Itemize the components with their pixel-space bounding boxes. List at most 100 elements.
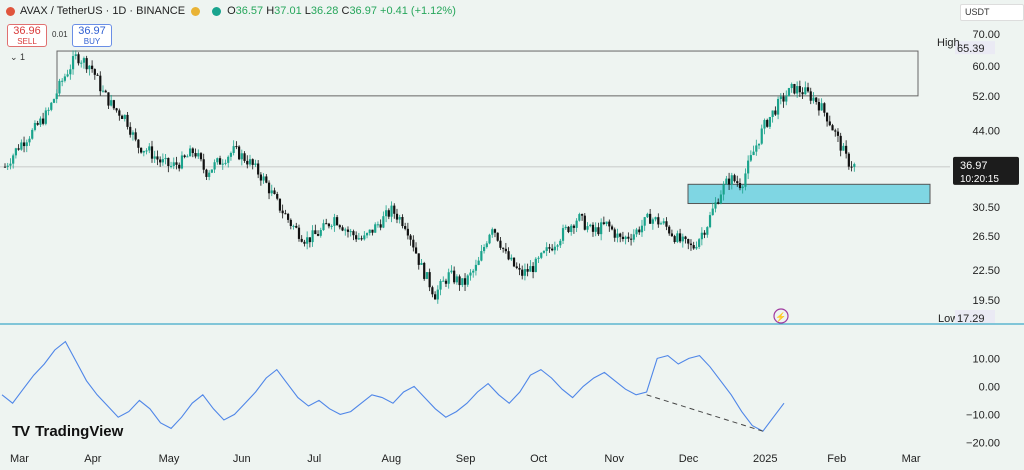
candle-body [806,87,810,92]
candle-body [224,162,227,164]
candle-body [107,92,110,106]
candle-body [447,272,450,284]
candle-body [619,233,622,237]
candle-body [384,210,388,217]
candle-body [681,236,684,242]
divergence-line [646,394,764,432]
candle-body [632,234,635,240]
candle-body [469,272,472,276]
candle-body [287,213,290,220]
candle-body [831,125,834,131]
candle-body [836,131,840,136]
candle-body [518,267,521,270]
candle-body [319,230,322,236]
candle-body [311,230,314,243]
candle-body [488,234,491,244]
candle-body [782,96,785,102]
candle-body [629,238,633,240]
candle-body [270,190,273,194]
candle-body [850,166,853,168]
candle-body [39,118,42,125]
candle-body [597,227,600,235]
candle-body [148,146,151,151]
candle-body [444,280,448,284]
candle-body [442,280,445,282]
indicator-toggle[interactable]: ⌄ 1 [10,52,26,62]
candle-body [194,153,197,157]
candle-body [466,275,469,285]
candle-body [842,145,845,151]
market-status-icon [191,6,201,16]
candle-body [183,155,186,158]
candle-body [640,225,644,233]
candle-body [137,139,140,148]
candle-body [88,65,91,70]
price-tick-label: 52.00 [972,91,1000,103]
candle-body [126,114,129,127]
candle-body [635,229,638,235]
x-tick-label: Oct [530,453,547,465]
candle-body [812,97,815,101]
symbol-title[interactable]: AVAX / TetherUS · 1D · BINANCE [20,5,186,17]
candle-body [567,226,570,232]
oscillator-line [1,340,785,432]
candle-body [284,213,287,215]
candle-body [382,216,385,228]
candle-body [485,243,488,248]
x-tick-label: Apr [84,453,101,465]
x-tick-label: Feb [827,453,846,465]
low-value-bg [955,310,995,323]
candle-body [708,215,712,228]
candle-body [741,186,744,189]
x-tick-label: Jun [233,453,251,465]
candle-body [744,173,747,187]
tradingview-logo: TV TradingView [12,422,124,440]
x-tick-label: Dec [679,453,699,465]
candle-body [82,58,86,63]
price-tick-label: 30.50 [972,202,1000,214]
demand-zone-box [687,183,931,205]
candle-body [834,130,837,132]
candle-body [695,246,698,249]
x-tick-label: Nov [604,453,624,465]
candle-body [433,294,437,300]
candle-body [621,236,625,240]
candle-body [61,80,64,82]
low-value: 17.29 [957,313,985,325]
candle-body [306,237,309,244]
candle-body [178,164,181,169]
price-tick-label: 44.00 [972,126,1000,138]
candle-body [602,222,605,224]
candle-body [654,217,657,220]
candle-body [616,233,619,238]
candle-body [412,239,415,248]
candle-body [477,260,480,265]
candle-body [58,80,61,94]
candle-body [493,229,497,233]
candle-body [404,226,407,229]
candle-body [257,163,260,175]
candle-body [828,121,831,126]
candle-body [689,243,693,246]
candle-body [238,146,241,160]
candle-body [425,272,429,279]
currency-select[interactable]: USDT [960,4,1024,21]
candle-body [776,98,780,115]
supply-zone-box [56,50,919,97]
candle-body [572,225,576,228]
candle-body [344,229,347,231]
price-tick-label: 19.50 [972,295,1000,307]
candle-body [99,75,102,92]
candle-body [455,276,458,283]
candle-body [703,232,706,235]
candle-body [649,213,652,224]
candle-body [474,264,478,271]
candle-body [205,169,208,177]
sell-button[interactable]: 36.96 SELL [7,24,47,47]
candle-body [55,93,58,100]
candle-body [379,224,382,228]
candle-body [559,240,562,246]
buy-button[interactable]: 36.97 BUY [72,24,112,47]
candle-body [153,156,156,159]
